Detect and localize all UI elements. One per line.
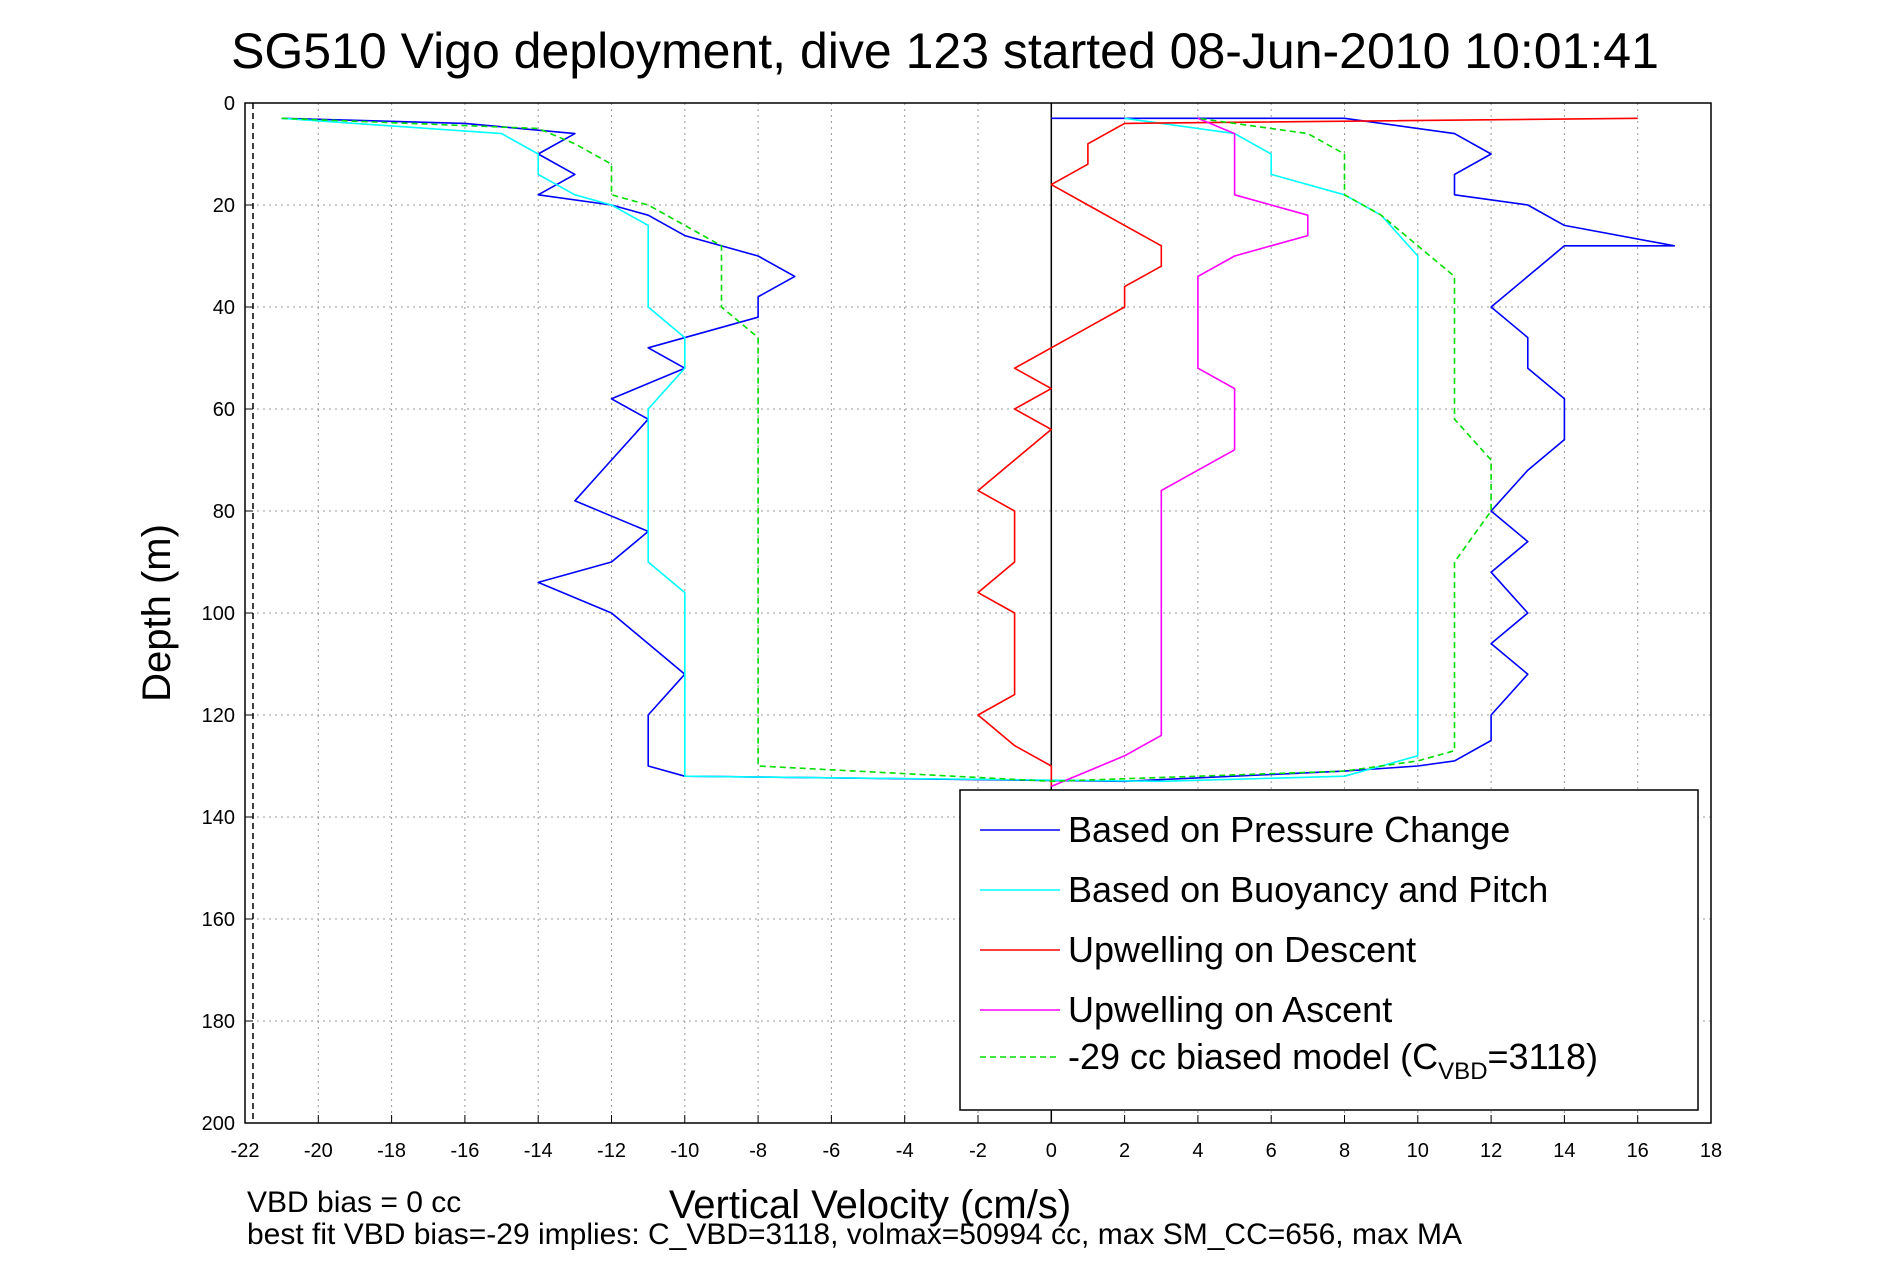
- legend-label-4: -29 cc biased model (CVBD=3118): [1068, 1036, 1598, 1085]
- y-tick-label: 40: [213, 297, 235, 319]
- axis-ticks: -22 -20 -18 -16 -14 -12 -10 -8 -6 -4 -2 0 2 4 6 8 10 12 14…: [202, 93, 1723, 1162]
- x-tick-label: 6: [1266, 1140, 1277, 1162]
- x-tick-label: -8: [749, 1140, 767, 1162]
- series-line-4: [281, 117, 1492, 783]
- x-tick-label: -18: [377, 1140, 406, 1162]
- y-tick-label: 60: [213, 399, 235, 421]
- legend-label-0: Based on Pressure Change: [1068, 809, 1510, 850]
- x-tick-label: -20: [304, 1140, 333, 1162]
- y-tick-label: 100: [202, 603, 235, 625]
- x-tick-label: 10: [1407, 1140, 1429, 1162]
- legend-label-1: Based on Buoyancy and Pitch: [1068, 869, 1548, 910]
- x-tick-label: 14: [1553, 1140, 1575, 1162]
- x-tick-label: -22: [231, 1140, 260, 1162]
- x-tick-label: -12: [597, 1140, 626, 1162]
- x-tick-label: 18: [1700, 1140, 1722, 1162]
- legend-label-2: Upwelling on Descent: [1068, 929, 1416, 970]
- y-tick-label: 140: [202, 807, 235, 829]
- legend-label-prefix: -29 cc biased model (C: [1068, 1036, 1438, 1077]
- y-tick-label: 0: [224, 93, 235, 115]
- footnote-vbd-bias: VBD bias = 0 cc: [247, 1186, 461, 1219]
- x-tick-label: -4: [896, 1140, 914, 1162]
- y-tick-label: 160: [202, 909, 235, 931]
- series-lines: [281, 117, 1676, 788]
- y-tick-label: 120: [202, 705, 235, 727]
- x-axis-label: Vertical Velocity (cm/s): [669, 1183, 1071, 1227]
- chart-title: SG510 Vigo deployment, dive 123 started …: [231, 23, 1659, 79]
- series-line-3: [1050, 117, 1309, 788]
- x-tick-label: 16: [1627, 1140, 1649, 1162]
- y-tick-label: 20: [213, 195, 235, 217]
- x-tick-label: -14: [524, 1140, 553, 1162]
- y-tick-label: 200: [202, 1113, 235, 1135]
- x-tick-label: 4: [1192, 1140, 1203, 1162]
- legend: Based on Pressure Change Based on Buoyanc…: [959, 789, 1699, 1111]
- x-tick-label: -16: [450, 1140, 479, 1162]
- series-line-2: [977, 117, 1638, 787]
- legend-label-3: Upwelling on Ascent: [1068, 989, 1392, 1030]
- x-tick-label: -2: [969, 1140, 987, 1162]
- plot-frame: [244, 102, 1712, 1124]
- x-tick-label: -6: [823, 1140, 841, 1162]
- legend-box: [959, 789, 1699, 1111]
- x-tick-label: -10: [670, 1140, 699, 1162]
- series-line-1: [281, 117, 1419, 783]
- y-tick-label: 180: [202, 1011, 235, 1033]
- footnote-best-fit: best fit VBD bias=-29 implies: C_VBD=311…: [247, 1218, 1462, 1251]
- x-tick-label: 0: [1046, 1140, 1057, 1162]
- y-tick-label: 80: [213, 501, 235, 523]
- x-tick-label: 8: [1339, 1140, 1350, 1162]
- x-tick-label: 2: [1119, 1140, 1130, 1162]
- x-tick-label: 12: [1480, 1140, 1502, 1162]
- legend-label-subscript: VBD: [1438, 1058, 1487, 1085]
- legend-label-value: =3118): [1488, 1036, 1598, 1077]
- y-axis-label: Depth (m): [135, 524, 179, 702]
